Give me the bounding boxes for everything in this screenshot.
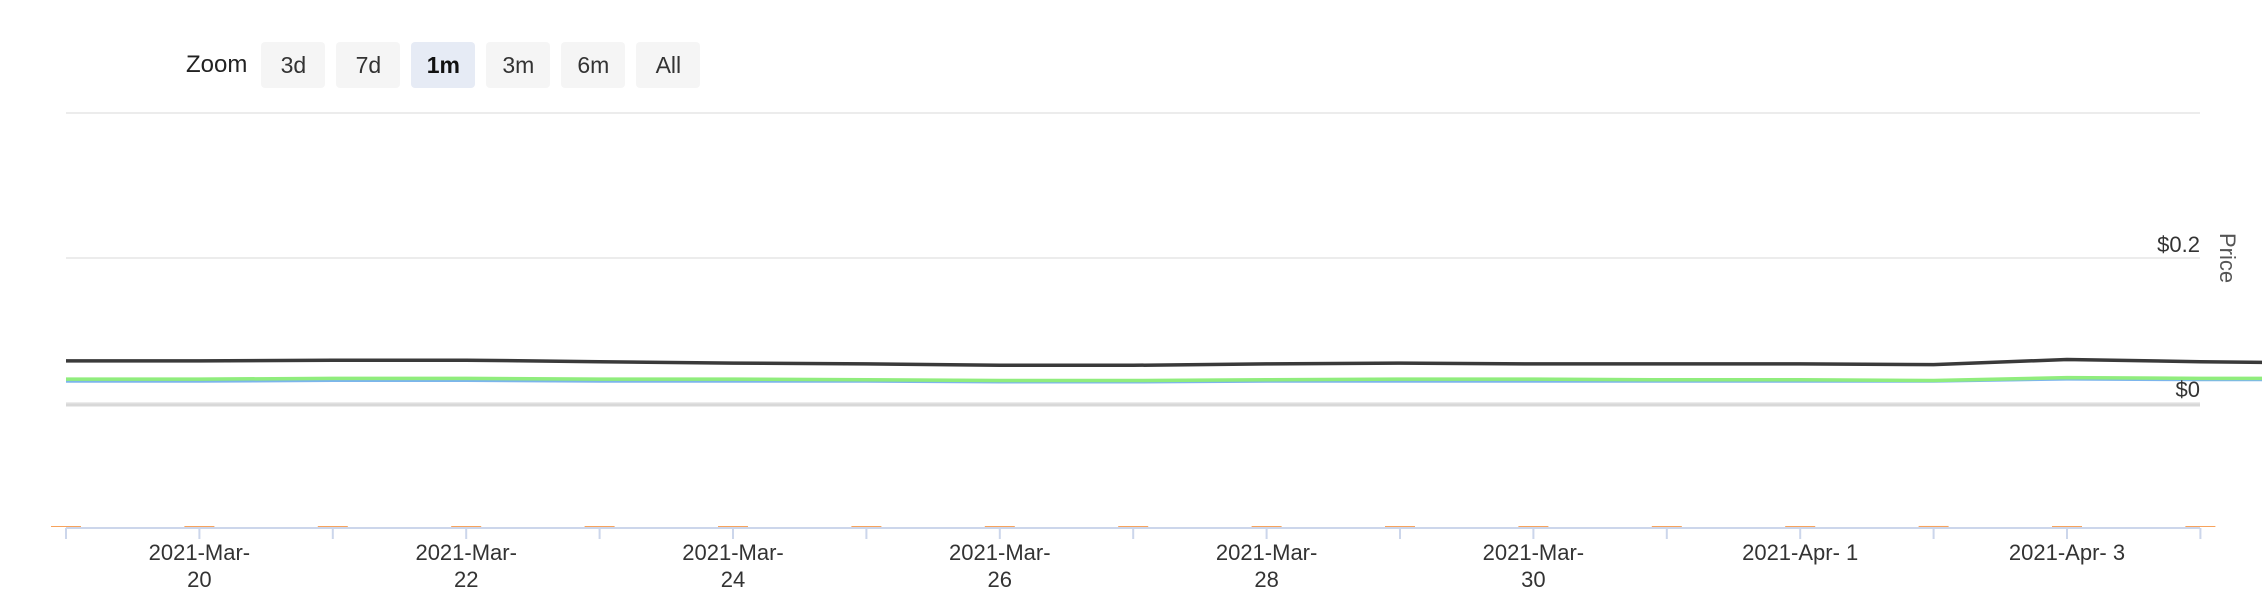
x-tick-label-line1: 2021-Mar- bbox=[415, 540, 516, 565]
volume-bar bbox=[984, 526, 1015, 527]
x-tick-label-line2: 20 bbox=[187, 567, 211, 592]
volume-bar bbox=[1651, 526, 1682, 527]
x-tick-label: 2021-Mar-20 bbox=[149, 540, 250, 592]
x-tick-label: 2021-Mar-26 bbox=[949, 540, 1050, 592]
grid-lines bbox=[66, 112, 2200, 407]
x-tick-label-line2: 24 bbox=[721, 567, 745, 592]
x-tick-label-line2: 22 bbox=[454, 567, 478, 592]
x-tick-label-line1: 2021-Mar- bbox=[1483, 540, 1584, 565]
x-tick-label: 2021-Mar-30 bbox=[1483, 540, 1584, 592]
range-selector: Zoom 3d 7d 1m 3m 6m All bbox=[186, 42, 711, 88]
zoom-all-button[interactable]: All bbox=[636, 42, 701, 88]
volume-bar bbox=[584, 526, 615, 527]
series-line-green bbox=[66, 375, 2262, 383]
y-tick-label: $0 bbox=[2176, 377, 2200, 402]
volume-bar bbox=[1518, 526, 1549, 527]
zoom-6m-button[interactable]: 6m bbox=[561, 42, 626, 88]
zoom-label: Zoom bbox=[186, 51, 248, 78]
y-axis-title: Price bbox=[2215, 233, 2240, 283]
zoom-7d-button[interactable]: 7d bbox=[336, 42, 401, 88]
volume-bar bbox=[851, 526, 882, 527]
zoom-3d-button[interactable]: 3d bbox=[261, 42, 326, 88]
x-axis: 2021-Mar-202021-Mar-222021-Mar-242021-Ma… bbox=[65, 527, 2202, 592]
volume-bar bbox=[1918, 525, 1949, 527]
x-tick-label-line1: 2021-Mar- bbox=[1216, 540, 1317, 565]
x-tick-label-line1: 2021-Apr- 3 bbox=[2009, 540, 2125, 565]
volume-bar bbox=[51, 526, 81, 527]
x-tick-label-line1: 2021-Mar- bbox=[149, 540, 250, 565]
x-tick-label-line2: 30 bbox=[1521, 567, 1545, 592]
volume-bar bbox=[1385, 526, 1415, 527]
x-tick-label: 2021-Mar-28 bbox=[1216, 540, 1317, 592]
x-tick-label: 2021-Mar-22 bbox=[415, 540, 516, 592]
volume-bar bbox=[184, 526, 215, 527]
zoom-1m-button[interactable]: 1m bbox=[411, 42, 476, 88]
volume-bar bbox=[1118, 526, 1149, 527]
x-tick-label: 2021-Mar-24 bbox=[682, 540, 783, 592]
x-tick-label-line1: 2021-Mar- bbox=[949, 540, 1050, 565]
x-tick-label: 2021-Apr- 1 bbox=[1742, 540, 1858, 565]
price-lines bbox=[66, 357, 2262, 384]
volume-bar bbox=[317, 526, 348, 527]
volume-bar bbox=[1251, 526, 1282, 527]
series-line-dark bbox=[66, 357, 2262, 368]
volume-bar bbox=[2052, 526, 2082, 527]
x-tick-label-line2: 28 bbox=[1254, 567, 1278, 592]
x-tick-label-line1: 2021-Mar- bbox=[682, 540, 783, 565]
zoom-3m-button[interactable]: 3m bbox=[486, 42, 551, 88]
x-tick-label-line2: 26 bbox=[988, 567, 1012, 592]
volume-bar bbox=[2185, 526, 2216, 527]
y-tick-label: $0.2 bbox=[2157, 232, 2200, 257]
volume-bars bbox=[51, 525, 2216, 527]
volume-bar bbox=[451, 526, 482, 527]
volume-bar bbox=[718, 526, 748, 527]
x-tick-label-line1: 2021-Apr- 1 bbox=[1742, 540, 1858, 565]
y-axis: $0 $0.2 Price bbox=[2157, 232, 2240, 402]
x-tick-label: 2021-Apr- 3 bbox=[2009, 540, 2125, 565]
volume-bar bbox=[1785, 526, 1816, 527]
